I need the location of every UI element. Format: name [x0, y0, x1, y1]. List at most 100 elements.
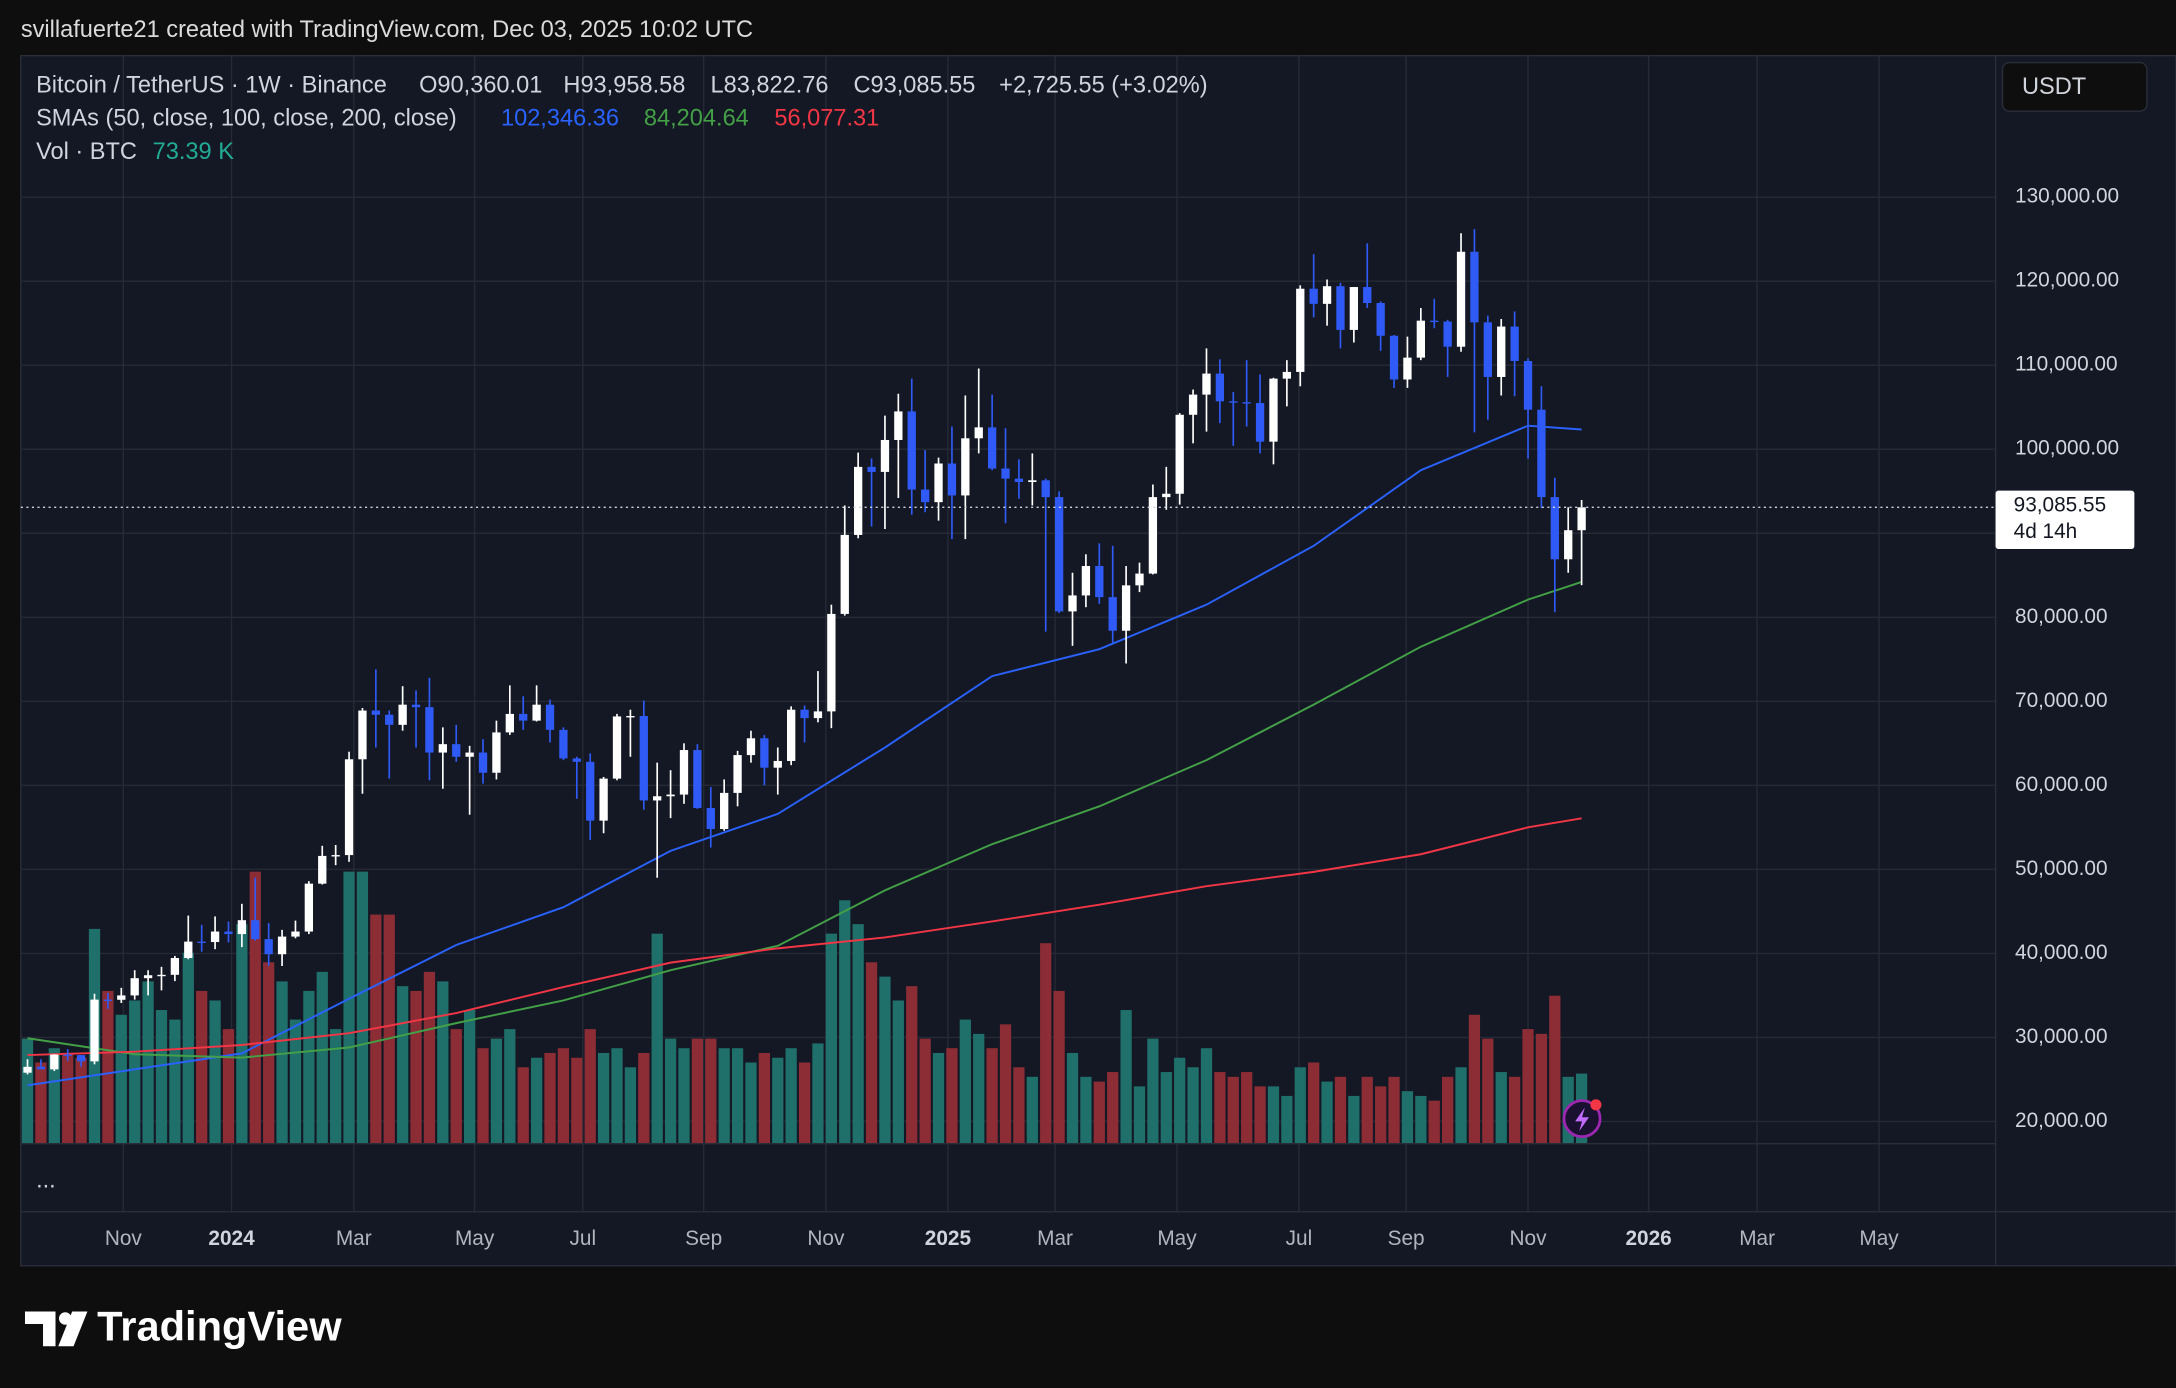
- candle-body: [733, 755, 742, 793]
- volume-bar: [517, 1067, 529, 1144]
- volume-bar: [1227, 1076, 1239, 1144]
- x-tick-label: Mar: [1739, 1227, 1775, 1250]
- volume-bar: [892, 1000, 904, 1144]
- volume-bar: [316, 971, 328, 1144]
- candle-body: [465, 752, 474, 757]
- volume-bar: [1093, 1081, 1105, 1144]
- last-price-box: [1995, 490, 2135, 549]
- volume-bar: [477, 1048, 489, 1144]
- candle-body: [130, 978, 139, 996]
- candle-body: [1095, 566, 1104, 598]
- volume-bar: [1187, 1067, 1199, 1144]
- candle-body: [492, 732, 501, 773]
- candle-body: [1001, 468, 1010, 479]
- volume-bar: [115, 1014, 127, 1144]
- candle-body: [36, 1066, 46, 1070]
- candle-body: [1148, 497, 1158, 574]
- volume-bar: [544, 1052, 556, 1144]
- candle-body: [787, 709, 796, 761]
- candle-body: [639, 716, 648, 801]
- x-tick-label: 2026: [1625, 1227, 1671, 1250]
- volume-bar: [571, 1057, 583, 1144]
- currency-button[interactable]: [2001, 61, 2148, 112]
- candle-body: [1162, 493, 1171, 498]
- candle-body: [1108, 597, 1117, 631]
- low-label: L83,822.76: [711, 71, 829, 97]
- logo-mark[interactable]: [58, 1311, 88, 1347]
- candle-body: [237, 920, 247, 935]
- candle-body: [331, 855, 340, 857]
- candle-body: [425, 707, 434, 753]
- candle-body: [679, 750, 689, 795]
- volume-bar: [423, 971, 436, 1144]
- volume-bar: [718, 1048, 730, 1144]
- volume-bar: [383, 914, 395, 1144]
- candle-body: [532, 704, 541, 721]
- currency-button-label[interactable]: USDT: [2022, 73, 2086, 99]
- candle-body: [184, 941, 193, 959]
- volume-bar: [21, 1038, 34, 1144]
- volume-bar: [1040, 943, 1052, 1144]
- candle-body: [1389, 335, 1399, 380]
- sma-line: [27, 424, 1582, 1087]
- volume-bar: [397, 986, 409, 1144]
- y-tick-label: 130,000.00: [2015, 185, 2119, 208]
- volume-bar: [1214, 1072, 1226, 1144]
- candle-body: [1510, 326, 1519, 361]
- alert-dot[interactable]: [1590, 1099, 1602, 1111]
- volume-bar: [169, 1019, 181, 1144]
- candle-body: [210, 931, 220, 943]
- logo[interactable]: TradingView: [24, 1303, 342, 1350]
- candle-body: [519, 713, 528, 721]
- volume-bar: [1147, 1038, 1159, 1144]
- candle-body: [666, 794, 675, 797]
- volume-bar: [155, 1010, 168, 1144]
- volume-bar: [946, 1048, 958, 1144]
- candle-body: [545, 704, 555, 730]
- volume-bar: [48, 1048, 60, 1144]
- candle-body: [1215, 373, 1225, 402]
- volume-bar: [1308, 1062, 1320, 1144]
- sma-value: 56,077.31: [774, 105, 879, 131]
- volume-bar: [75, 1057, 87, 1144]
- candle-body: [586, 761, 595, 821]
- volume-bar: [664, 1038, 677, 1144]
- change-label: +2,725.55 (+3.02%): [999, 71, 1207, 97]
- legend: Bitcoin / TetherUS · 1W · Binance O90,36…: [36, 71, 1208, 164]
- candle-body: [867, 466, 876, 472]
- candle-body: [170, 958, 180, 975]
- sma-value: 84,204.64: [644, 105, 749, 131]
- volume-bar: [691, 1038, 704, 1144]
- logo-mark[interactable]: [24, 1311, 56, 1347]
- candle-body: [76, 1055, 86, 1062]
- volume-bar: [1361, 1076, 1373, 1144]
- x-tick-label: Sep: [1388, 1227, 1425, 1250]
- volume-bar: [1267, 1086, 1280, 1144]
- candle-body: [1014, 478, 1024, 482]
- candle-body: [1470, 251, 1479, 323]
- open-label: O90,360.01: [419, 71, 542, 97]
- alert-icon[interactable]: [1562, 1099, 1602, 1139]
- volume-bar: [1107, 1072, 1119, 1144]
- volume-bar: [731, 1048, 744, 1144]
- volume-bar: [504, 1029, 516, 1144]
- volume-bar: [1482, 1038, 1494, 1144]
- volume-bar: [919, 1038, 931, 1144]
- logo-text[interactable]: TradingView: [97, 1303, 342, 1350]
- candle-body: [920, 489, 930, 503]
- candle-body: [1255, 403, 1265, 442]
- y-tick-label: 60,000.00: [2015, 773, 2108, 796]
- candle-body: [224, 931, 233, 935]
- volume-bar: [557, 1048, 570, 1144]
- candle-body: [1068, 595, 1077, 612]
- candle-body: [1416, 320, 1425, 358]
- candle-body: [1456, 251, 1466, 347]
- volume-bar: [1428, 1100, 1440, 1144]
- volume-bar: [1401, 1091, 1414, 1144]
- volume-bar: [986, 1048, 998, 1144]
- pane-menu[interactable]: ...: [36, 1166, 56, 1192]
- candle-body: [1081, 566, 1091, 596]
- volume-bar: [343, 871, 355, 1144]
- attribution: svillafuerte21 created with TradingView.…: [21, 16, 753, 42]
- alert-bolt[interactable]: [1575, 1107, 1589, 1132]
